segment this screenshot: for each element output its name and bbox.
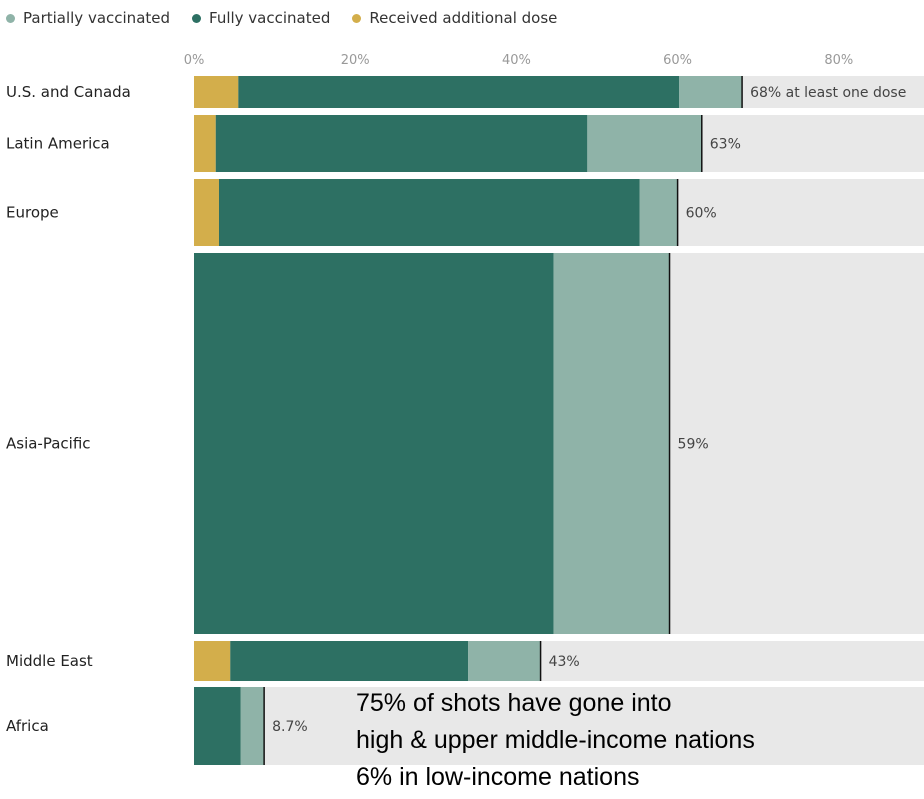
bar-track-africa [194, 687, 924, 765]
category-label-europe: Europe [6, 204, 59, 222]
category-label-asia-pacific: Asia-Pacific [6, 435, 91, 453]
category-label-u-s-and-canada: U.S. and Canada [6, 83, 131, 101]
x-tick-label-4: 80% [824, 53, 853, 68]
bar-segment-partially-vaccinated-u-s-and-canada [679, 76, 743, 108]
bar-segment-fully-vaccinated-africa [194, 687, 241, 765]
bar-segment-fully-vaccinated-asia-pacific [194, 253, 554, 634]
overlay-line-2: high & upper middle-income nations [356, 726, 755, 754]
bar-segment-partially-vaccinated-latin-america [587, 115, 702, 172]
legend-item-partially-vaccinated: Partially vaccinated [6, 9, 170, 27]
legend-label-additional-dose: Received additional dose [369, 9, 558, 27]
legend-swatch-partially-vaccinated [6, 13, 15, 23]
bar-segment-received-additional-dose-u-s-and-canada [194, 76, 239, 108]
chart-legend: Partially vaccinated Fully vaccinated Re… [6, 8, 557, 28]
bar-segment-fully-vaccinated-middle-east [230, 641, 469, 681]
legend-label-fully-vaccinated: Fully vaccinated [209, 9, 331, 27]
total-label-latin-america: 63% [710, 137, 741, 153]
bar-segment-fully-vaccinated-latin-america [215, 115, 588, 172]
category-label-latin-america: Latin America [6, 135, 110, 153]
category-label-middle-east: Middle East [6, 652, 93, 670]
x-tick-label-1: 20% [341, 53, 370, 68]
overlay-line-3: 6% in low-income nations [356, 763, 640, 791]
category-label-africa: Africa [6, 717, 49, 735]
legend-swatch-fully-vaccinated [192, 13, 202, 23]
total-label-africa: 8.7% [272, 719, 308, 735]
legend-item-fully-vaccinated: Fully vaccinated [192, 9, 330, 27]
bar-segment-partially-vaccinated-middle-east [468, 641, 541, 681]
overlay-line-1: 75% of shots have gone into [356, 689, 672, 717]
bar-segment-received-additional-dose-europe [194, 179, 219, 246]
x-tick-label-3: 60% [663, 53, 692, 68]
total-label-u-s-and-canada: 68% at least one dose [750, 85, 906, 101]
x-tick-label-2: 40% [502, 53, 531, 68]
bar-segment-fully-vaccinated-u-s-and-canada [238, 76, 680, 108]
overlay-annotation: 75% of shots have gone into high & upper… [356, 685, 924, 796]
bar-segment-fully-vaccinated-europe [218, 179, 640, 246]
x-tick-label-0: 0% [184, 53, 205, 68]
bar-segment-partially-vaccinated-europe [639, 179, 678, 246]
bar-segment-received-additional-dose-latin-america [194, 115, 216, 172]
total-label-europe: 60% [686, 206, 717, 222]
legend-label-partially-vaccinated: Partially vaccinated [23, 9, 171, 27]
legend-swatch-additional-dose [352, 13, 362, 23]
total-label-middle-east: 43% [549, 654, 580, 670]
bar-segment-received-additional-dose-middle-east [194, 641, 231, 681]
total-label-asia-pacific: 59% [678, 437, 709, 453]
bar-segment-partially-vaccinated-africa [240, 687, 265, 765]
legend-item-additional-dose: Received additional dose [352, 9, 557, 27]
bar-segment-partially-vaccinated-asia-pacific [553, 253, 670, 634]
